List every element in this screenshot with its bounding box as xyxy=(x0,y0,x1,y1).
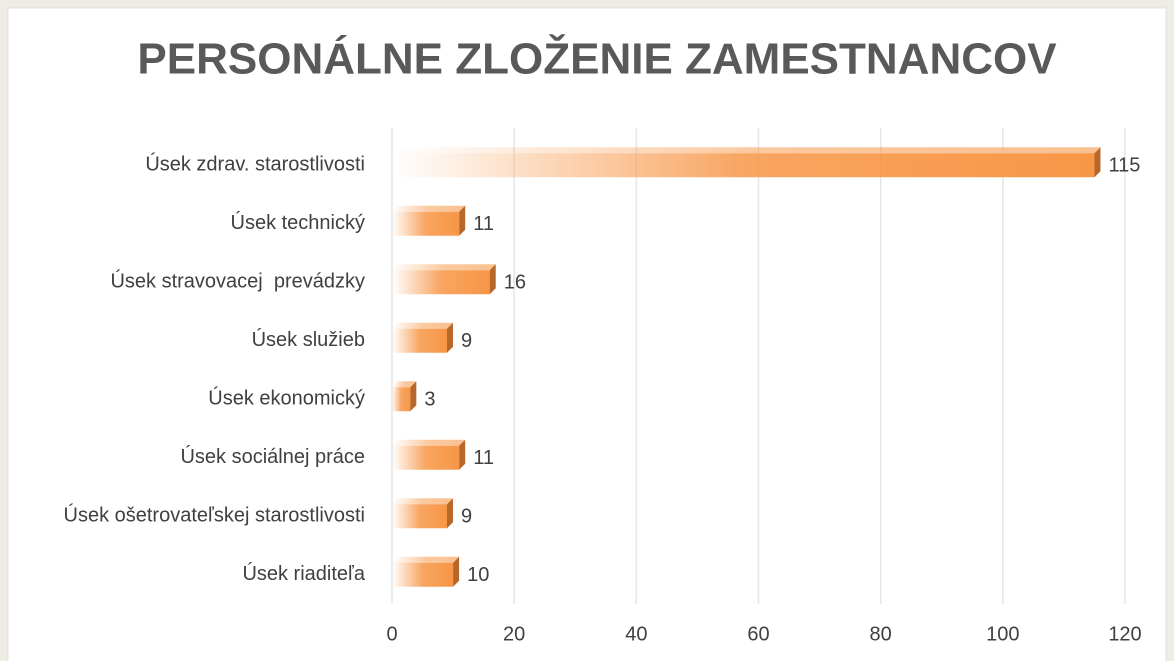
bar-side xyxy=(453,556,460,587)
bar xyxy=(392,387,411,412)
value-label: 11 xyxy=(473,447,494,469)
x-tick-label: 80 xyxy=(870,623,892,645)
bar-side xyxy=(446,498,453,529)
y-tick-label: Úsek služieb xyxy=(252,328,365,351)
bar xyxy=(392,211,460,236)
x-tick-label: 120 xyxy=(1108,623,1141,645)
value-label: 3 xyxy=(424,389,435,411)
y-tick-label: Úsek zdrav. starostlivosti xyxy=(145,153,365,176)
value-label: 115 xyxy=(1108,155,1140,177)
x-tick-label: 60 xyxy=(747,623,769,645)
value-label: 11 xyxy=(473,213,494,235)
bar-top xyxy=(392,439,466,446)
x-tick-label: 100 xyxy=(986,623,1019,645)
x-tick-label: 0 xyxy=(386,623,397,645)
bar xyxy=(392,153,1095,178)
x-tick-label: 20 xyxy=(503,623,525,645)
value-label: 16 xyxy=(504,272,526,294)
bar-top xyxy=(392,322,453,329)
chart-title: PERSONÁLNE ZLOŽENIE ZAMESTNANCOV xyxy=(137,34,1057,84)
bar xyxy=(392,328,447,353)
bar-side xyxy=(459,439,466,470)
bar-top xyxy=(392,147,1101,154)
y-tick-label: Úsek stravovacej prevádzky xyxy=(110,270,365,293)
bar-side xyxy=(1094,147,1101,178)
bar-top xyxy=(392,556,460,563)
value-label: 10 xyxy=(467,564,489,586)
value-label: 9 xyxy=(461,330,472,352)
y-tick-label: Úsek ošetrovateľskej starostlivosti xyxy=(64,504,366,527)
y-tick-label: Úsek sociálnej práce xyxy=(180,445,365,468)
bar-top xyxy=(392,381,417,388)
panel xyxy=(7,7,1167,661)
bar xyxy=(392,445,460,470)
bar xyxy=(392,270,490,295)
y-tick-label: Úsek technický xyxy=(231,211,366,234)
bar-side xyxy=(410,381,417,412)
y-tick-label: Úsek riaditeľa xyxy=(242,562,365,585)
bar-top xyxy=(392,264,496,271)
bar-side xyxy=(489,264,496,295)
bar-top xyxy=(392,498,453,505)
x-tick-label: 40 xyxy=(625,623,647,645)
value-label: 9 xyxy=(461,506,472,528)
bar xyxy=(392,504,447,529)
bar-side xyxy=(446,322,453,353)
bar xyxy=(392,562,454,587)
bar-side xyxy=(459,205,466,236)
bar-top xyxy=(392,205,466,212)
y-tick-label: Úsek ekonomický xyxy=(208,387,365,410)
